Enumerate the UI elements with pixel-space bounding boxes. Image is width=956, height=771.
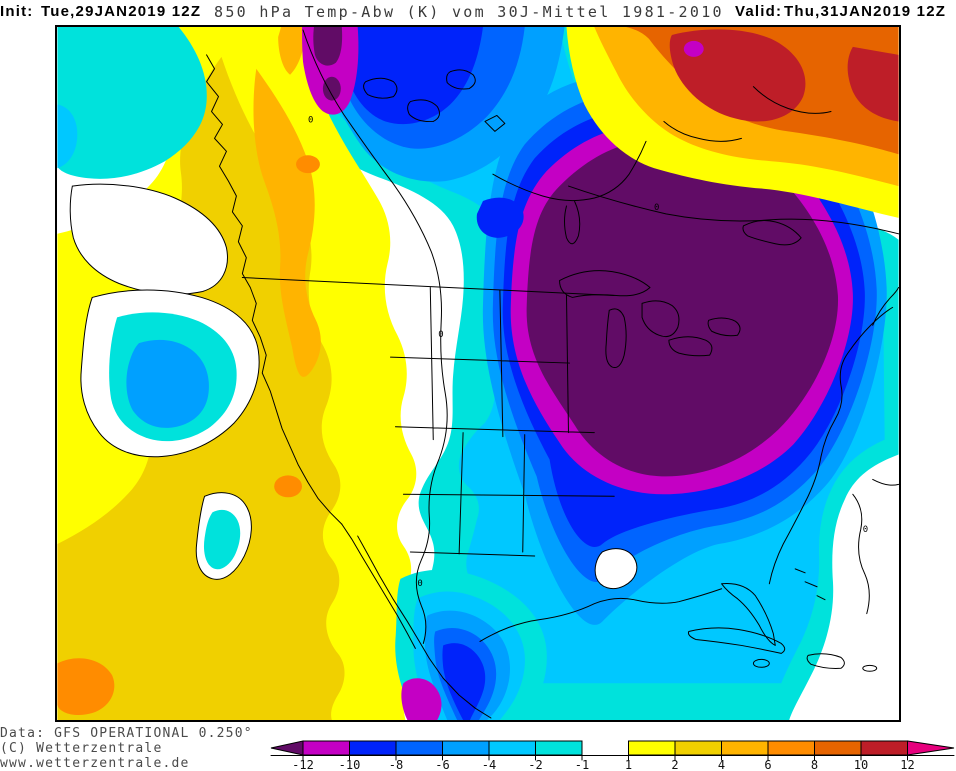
legend-segment bbox=[721, 740, 769, 756]
valid-label: Valid: bbox=[735, 3, 783, 20]
legend-segment bbox=[814, 740, 862, 756]
ne-extreme-warm-edge bbox=[847, 46, 899, 122]
arctic-purple-spot1 bbox=[313, 27, 343, 66]
legend-tick: 2 bbox=[671, 758, 678, 770]
legend-bar bbox=[270, 740, 955, 761]
state-borders bbox=[390, 286, 615, 557]
legend-segment bbox=[767, 740, 815, 756]
legend-tick: -4 bbox=[482, 758, 496, 770]
coastal-cyan-patch bbox=[203, 509, 241, 570]
temperature-anomaly-map: 0 0 0 0 0 bbox=[57, 27, 899, 720]
zero-label: 0 bbox=[654, 203, 659, 213]
zero-contour-northeast bbox=[567, 185, 899, 235]
florida-outline bbox=[721, 583, 776, 646]
extreme-cold-core bbox=[526, 138, 839, 477]
legend-segment bbox=[674, 740, 722, 756]
top-orange-strip bbox=[278, 27, 306, 75]
zero-label: 0 bbox=[438, 330, 443, 340]
pacific-nw-cyan bbox=[57, 27, 207, 179]
mx-magenta-spot bbox=[401, 678, 442, 720]
warm-anomaly-northeast bbox=[566, 27, 899, 218]
data-source-line: Data: GFS OPERATIONAL 0.250° bbox=[0, 726, 253, 741]
hudson-bay-coast bbox=[492, 140, 647, 245]
legend-tick-labels: -12 -10 -8 -6 -4 -2 -1 1 2 4 6 8 10 12 bbox=[292, 758, 915, 770]
legend-segment bbox=[442, 740, 490, 756]
legend-tick: -10 bbox=[339, 758, 361, 770]
arctic-darkblue bbox=[337, 27, 483, 125]
mx-b4 bbox=[442, 643, 486, 720]
arctic-darkblue-patch bbox=[476, 197, 524, 238]
copyright-line: (C) Wetterzentrale bbox=[0, 741, 163, 756]
mexico-cold-system bbox=[395, 569, 547, 720]
legend-tick: 6 bbox=[764, 758, 771, 770]
arctic-cold-system bbox=[302, 27, 565, 238]
legend-axis-line bbox=[270, 755, 955, 761]
legend-tick: 1 bbox=[625, 758, 632, 770]
orange-spot-sw-corner bbox=[57, 658, 115, 716]
arctic-islands bbox=[363, 69, 506, 132]
orange-spot-idaho bbox=[274, 475, 303, 498]
pacific-nw-blue-strip bbox=[57, 104, 78, 169]
valid-value: Thu,31JAN2019 12Z bbox=[784, 3, 947, 20]
legend-segment bbox=[860, 740, 908, 756]
init-label: Init: bbox=[0, 3, 34, 20]
legend-tick: 12 bbox=[900, 758, 914, 770]
caribbean-islands bbox=[687, 568, 878, 672]
zero-label: 0 bbox=[863, 525, 868, 535]
gulf-coast-line bbox=[479, 588, 723, 642]
ne-extreme-warm-spot bbox=[669, 29, 806, 122]
website-line: www.wetterzentrale.de bbox=[0, 756, 190, 771]
below-scale-arrow bbox=[270, 740, 304, 756]
great-lakes bbox=[559, 270, 741, 368]
legend-segment bbox=[628, 740, 676, 756]
gulf-lightblue-patch bbox=[481, 564, 796, 672]
legend-tick: 10 bbox=[854, 758, 868, 770]
legend-tick: -2 bbox=[528, 758, 542, 770]
baja-coast-line bbox=[341, 523, 492, 719]
legend-tick: 8 bbox=[811, 758, 818, 770]
legend-tick: -12 bbox=[292, 758, 314, 770]
pacific-blue-core bbox=[126, 339, 209, 428]
legend-segment bbox=[535, 740, 583, 756]
arctic-purple-spot2 bbox=[322, 76, 341, 101]
legend-tick: 4 bbox=[718, 758, 725, 770]
legend-tick: -6 bbox=[435, 758, 449, 770]
zero-contour-west bbox=[302, 29, 448, 644]
legend-segment bbox=[488, 740, 536, 756]
east-coast-line bbox=[768, 286, 899, 585]
contour-labels: 0 0 0 0 0 bbox=[308, 115, 868, 588]
coastlines bbox=[206, 29, 899, 719]
pacific-patches bbox=[57, 27, 638, 589]
ne-magenta-spot bbox=[683, 40, 704, 57]
west-coast-line bbox=[206, 54, 343, 525]
labrador-coast bbox=[663, 86, 832, 246]
legend-segment bbox=[395, 740, 443, 756]
init-value: Tue,29JAN2019 12Z bbox=[41, 3, 202, 20]
gulf-white-hole bbox=[594, 548, 638, 589]
color-scale-legend: -12 -10 -8 -6 -4 -2 -1 1 2 4 6 8 10 12 bbox=[270, 740, 955, 770]
legend-segment bbox=[349, 740, 397, 756]
pacific-white-hole1 bbox=[69, 183, 228, 295]
map-title: 850 hPa Temp-Abw (K) vom 30J-Mittel 1981… bbox=[214, 3, 724, 21]
legend-tick: -1 bbox=[575, 758, 589, 770]
weather-map: 0 0 0 0 0 bbox=[55, 25, 901, 722]
atlantic-squiggles bbox=[852, 478, 899, 615]
zero-label: 0 bbox=[417, 579, 422, 589]
canada-us-border bbox=[241, 277, 615, 296]
orange-spot-bc bbox=[296, 155, 320, 174]
bc-orange-blob bbox=[253, 68, 321, 377]
legend-segment bbox=[302, 740, 350, 756]
zero-label: 0 bbox=[308, 115, 313, 125]
legend-tick: -8 bbox=[389, 758, 403, 770]
cold-anomaly-east bbox=[184, 27, 899, 720]
above-scale-arrow bbox=[907, 740, 955, 756]
